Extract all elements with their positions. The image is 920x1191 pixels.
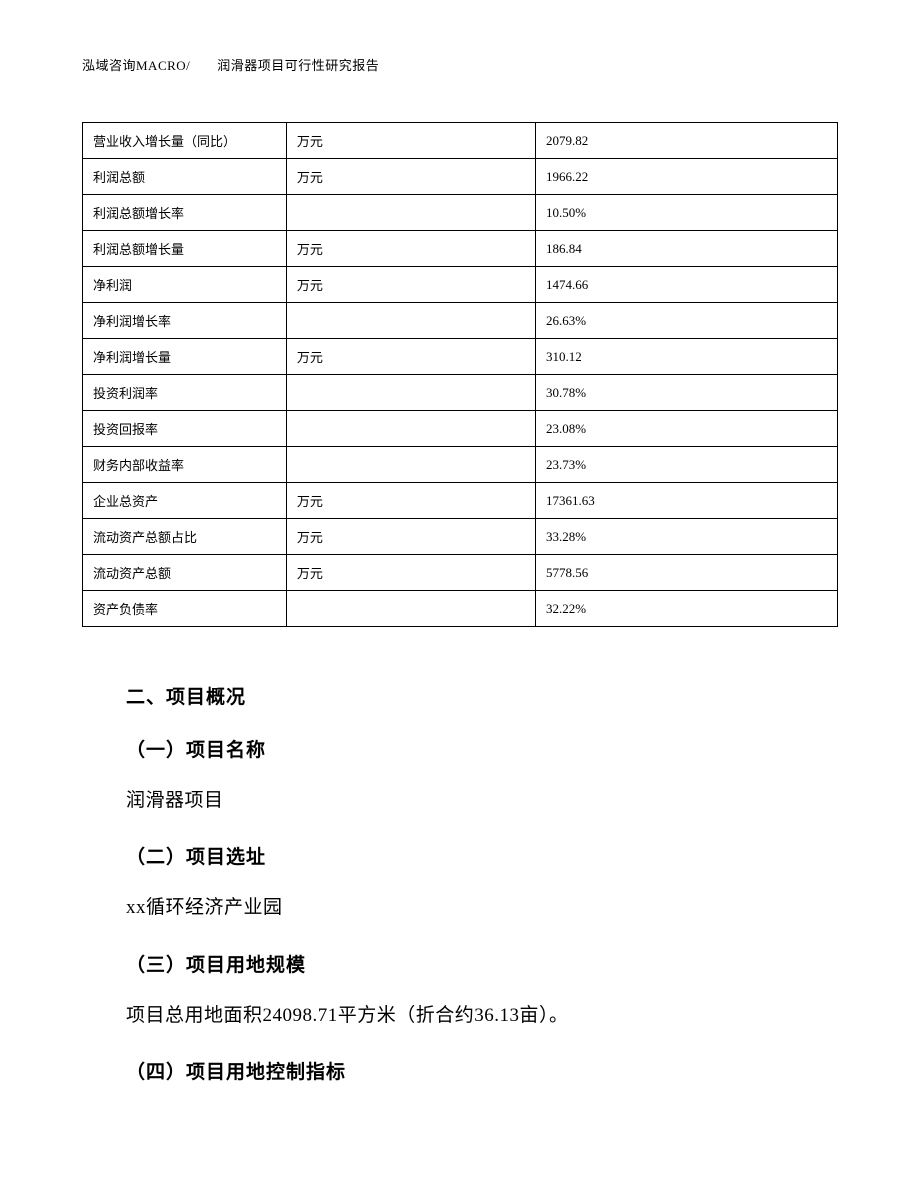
- cell-label: 财务内部收益率: [83, 447, 287, 483]
- table-row: 资产负债率 32.22%: [83, 591, 838, 627]
- table-row: 利润总额增长量 万元 186.84: [83, 231, 838, 267]
- cell-value: 2079.82: [535, 123, 837, 159]
- subsection-1-text: 润滑器项目: [82, 786, 818, 816]
- cell-label: 企业总资产: [83, 483, 287, 519]
- subsection-3-title: （三）项目用地规模: [126, 950, 818, 977]
- table-row: 利润总额 万元 1966.22: [83, 159, 838, 195]
- financial-table: 营业收入增长量（同比） 万元 2079.82 利润总额 万元 1966.22 利…: [82, 122, 838, 627]
- header-text: 泓域咨询MACRO/ 润滑器项目可行性研究报告: [82, 58, 379, 73]
- cell-unit: 万元: [286, 123, 535, 159]
- cell-value: 186.84: [535, 231, 837, 267]
- cell-unit: [286, 375, 535, 411]
- cell-label: 利润总额增长量: [83, 231, 287, 267]
- cell-label: 营业收入增长量（同比）: [83, 123, 287, 159]
- cell-unit: [286, 447, 535, 483]
- table-row: 营业收入增长量（同比） 万元 2079.82: [83, 123, 838, 159]
- cell-unit: 万元: [286, 159, 535, 195]
- table-row: 财务内部收益率 23.73%: [83, 447, 838, 483]
- subsection-4-title: （四）项目用地控制指标: [126, 1057, 818, 1084]
- cell-value: 32.22%: [535, 591, 837, 627]
- cell-label: 投资利润率: [83, 375, 287, 411]
- cell-value: 17361.63: [535, 483, 837, 519]
- table-row: 净利润增长率 26.63%: [83, 303, 838, 339]
- table-row: 利润总额增长率 10.50%: [83, 195, 838, 231]
- cell-unit: 万元: [286, 483, 535, 519]
- cell-label: 利润总额增长率: [83, 195, 287, 231]
- cell-value: 26.63%: [535, 303, 837, 339]
- cell-unit: 万元: [286, 231, 535, 267]
- section-2-title: 二、项目概况: [126, 682, 818, 709]
- table-row: 净利润增长量 万元 310.12: [83, 339, 838, 375]
- subsection-2-text: xx循环经济产业园: [82, 893, 818, 923]
- table-body: 营业收入增长量（同比） 万元 2079.82 利润总额 万元 1966.22 利…: [83, 123, 838, 627]
- cell-label: 资产负债率: [83, 591, 287, 627]
- cell-label: 净利润: [83, 267, 287, 303]
- cell-unit: [286, 303, 535, 339]
- cell-value: 10.50%: [535, 195, 837, 231]
- subsection-1-title: （一）项目名称: [126, 735, 818, 762]
- subsection-3-text: 项目总用地面积24098.71平方米（折合约36.13亩）。: [82, 1001, 818, 1031]
- table-row: 企业总资产 万元 17361.63: [83, 483, 838, 519]
- cell-unit: 万元: [286, 555, 535, 591]
- cell-value: 1966.22: [535, 159, 837, 195]
- cell-value: 33.28%: [535, 519, 837, 555]
- page-container: 泓域咨询MACRO/ 润滑器项目可行性研究报告 营业收入增长量（同比） 万元 2…: [0, 0, 920, 1188]
- cell-unit: 万元: [286, 519, 535, 555]
- cell-label: 利润总额: [83, 159, 287, 195]
- cell-unit: [286, 411, 535, 447]
- table-row: 投资回报率 23.08%: [83, 411, 838, 447]
- cell-unit: [286, 591, 535, 627]
- cell-value: 23.08%: [535, 411, 837, 447]
- cell-value: 310.12: [535, 339, 837, 375]
- cell-unit: [286, 195, 535, 231]
- cell-label: 投资回报率: [83, 411, 287, 447]
- content-section: 二、项目概况 （一）项目名称 润滑器项目 （二）项目选址 xx循环经济产业园 （…: [82, 682, 838, 1084]
- cell-value: 30.78%: [535, 375, 837, 411]
- page-header: 泓域咨询MACRO/ 润滑器项目可行性研究报告: [82, 55, 838, 74]
- cell-label: 净利润增长率: [83, 303, 287, 339]
- cell-unit: 万元: [286, 339, 535, 375]
- cell-unit: 万元: [286, 267, 535, 303]
- cell-label: 流动资产总额占比: [83, 519, 287, 555]
- cell-value: 1474.66: [535, 267, 837, 303]
- cell-label: 净利润增长量: [83, 339, 287, 375]
- cell-value: 23.73%: [535, 447, 837, 483]
- table-row: 投资利润率 30.78%: [83, 375, 838, 411]
- table-row: 净利润 万元 1474.66: [83, 267, 838, 303]
- subsection-2-title: （二）项目选址: [126, 842, 818, 869]
- table-row: 流动资产总额 万元 5778.56: [83, 555, 838, 591]
- cell-value: 5778.56: [535, 555, 837, 591]
- cell-label: 流动资产总额: [83, 555, 287, 591]
- table-row: 流动资产总额占比 万元 33.28%: [83, 519, 838, 555]
